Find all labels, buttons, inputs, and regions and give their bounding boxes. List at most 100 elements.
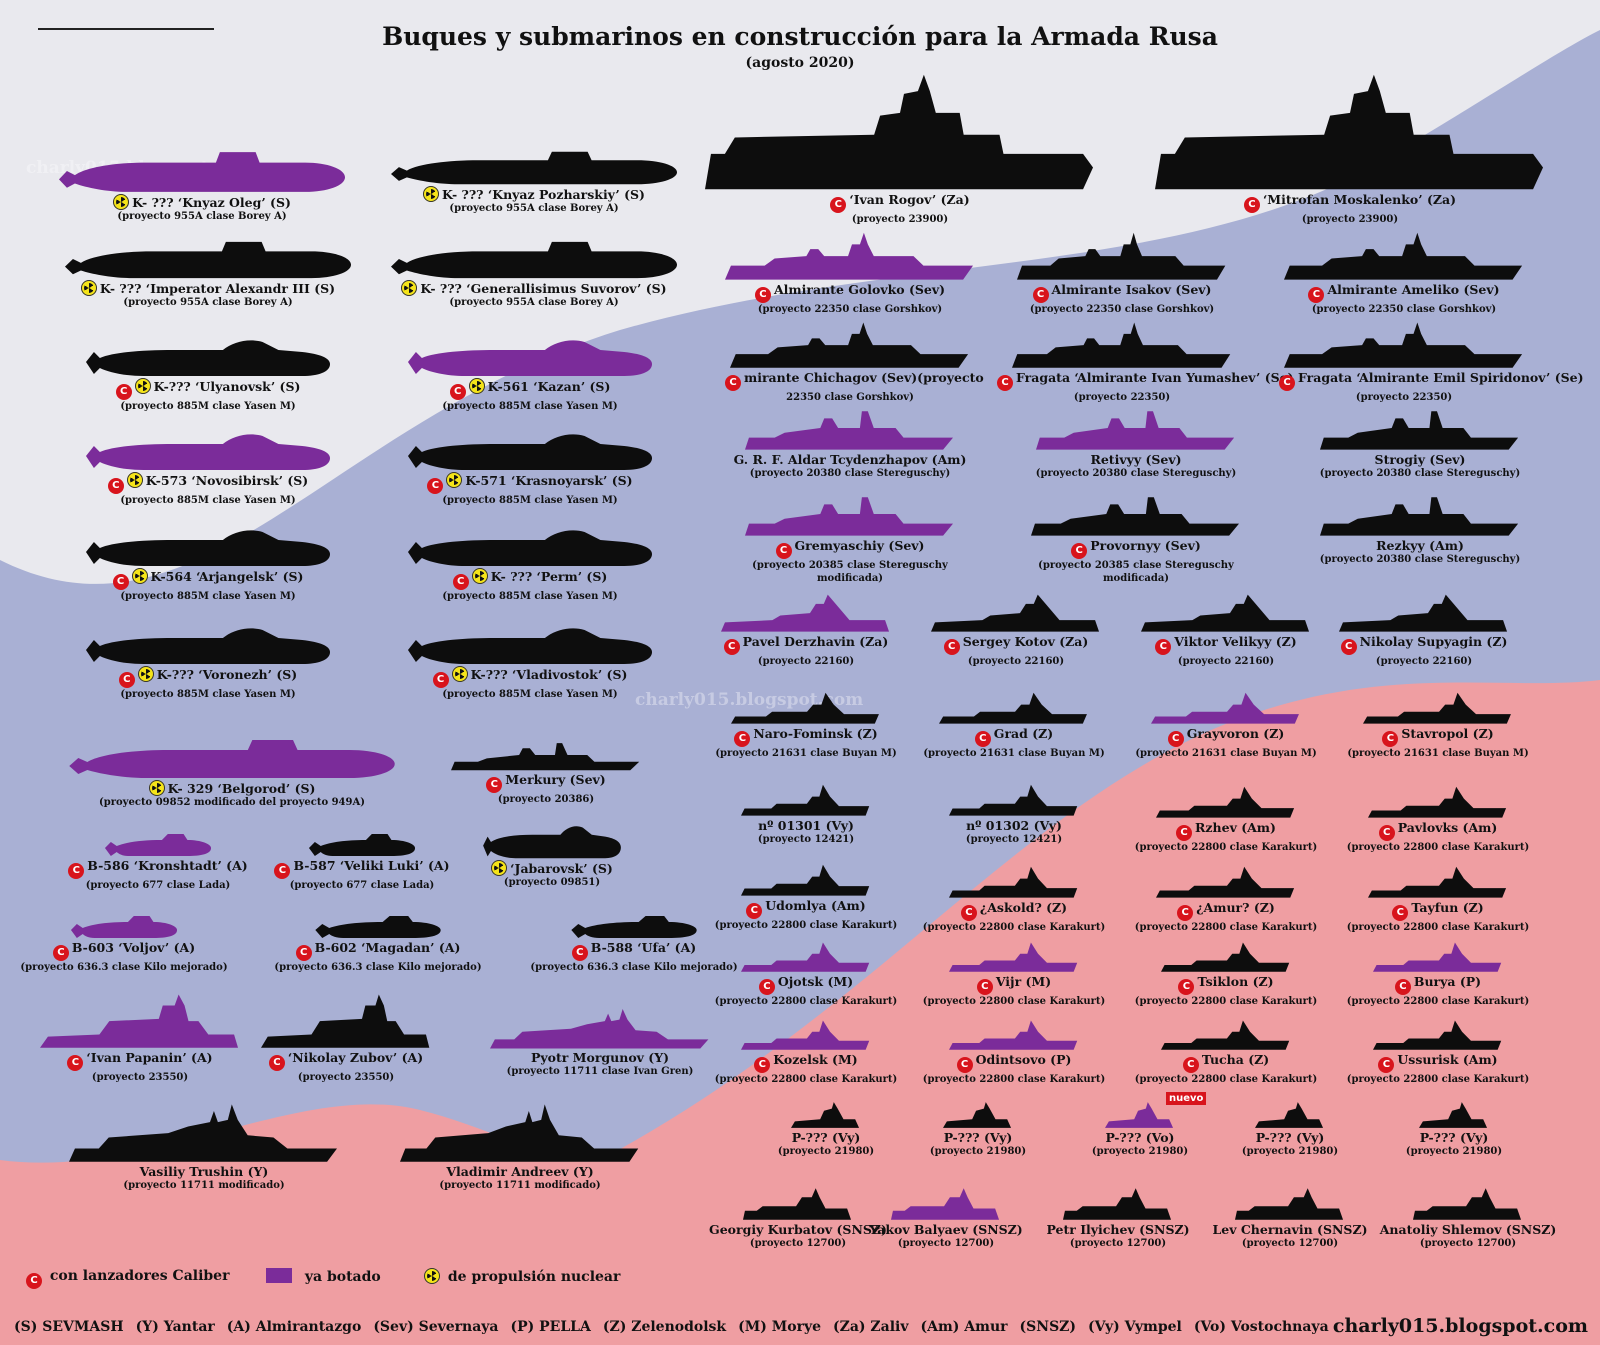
caliber-c-icon: C <box>1340 639 1357 655</box>
vessel-project: (proyecto 955A clase Borey A) <box>449 203 619 214</box>
small-ship-silhouette <box>1373 1020 1502 1050</box>
vessel-project: (proyecto 11711 modificado) <box>439 1180 601 1191</box>
vessel-name: C Almirante Golovko (Sev) <box>725 282 975 303</box>
submarine-small-silhouette <box>315 916 441 938</box>
vessel-name-text: K- ??? ‘Perm’ (S) <box>490 569 608 584</box>
caliber-c-icon: C <box>1176 825 1193 841</box>
vessel-name-text: Almirante Golovko (Sev) <box>773 282 946 297</box>
vessel-card: C Kozelsk (M) (proyecto 22800 clase Karaku… <box>681 1016 931 1086</box>
vessel-card: C Almirante Isakov (Sev) (proyecto 22350 c… <box>997 228 1247 316</box>
vessel-name-text: Vasiliy Trushin (Y) <box>139 1164 269 1179</box>
minesweeper-silhouette <box>1413 1188 1522 1220</box>
vessel-card: C B-603 ‘Voljov’ (A) (proyecto 636.3 clase… <box>0 914 249 974</box>
vessel-project: (proyecto 22350 clase Gorshkov) <box>1311 304 1497 315</box>
caliber-c-icon: C <box>1032 287 1049 303</box>
caliber-c-icon: C <box>26 1273 42 1289</box>
vessel-name-text: Pavel Derzhavin (Za) <box>742 634 889 649</box>
vessel-name: C Gremyaschiy (Sev) <box>725 538 975 559</box>
page-subtitle: (agosto 2020) <box>745 55 855 71</box>
radiation-icon <box>131 568 148 584</box>
vessel-name-text: K-??? ‘Ulyanovsk’ (S) <box>153 379 301 394</box>
vessel-name-text: Tucha (Z) <box>1201 1052 1270 1067</box>
vessel-name-text: Grayvoron (Z) <box>1186 726 1285 741</box>
vessel-name: Rezkyy (Am) <box>1295 538 1545 553</box>
shipyard-item: (Vy) Vympel <box>1088 1319 1182 1335</box>
submarine-yasen-silhouette <box>407 434 653 470</box>
vessel-project: (proyecto 21980) <box>929 1146 1027 1157</box>
frigate-silhouette <box>1012 322 1231 368</box>
legend-nuclear: de propulsión nuclear <box>424 1268 620 1285</box>
vessel-card: C Grad (Z) (proyecto 21631 clase Buyan M) <box>889 688 1139 760</box>
vessel-project: (proyecto 21631 clase Buyan M) <box>1347 748 1529 759</box>
radiation-icon <box>491 860 508 876</box>
vessel-project: (proyecto 22350 clase Gorshkov) <box>757 304 943 315</box>
small-ship-silhouette <box>1368 866 1507 898</box>
radiation-icon <box>423 186 440 202</box>
vessel-project: (proyecto 21631 clase Buyan M) <box>715 748 897 759</box>
vessel-name: K- ??? ‘Knyaz Pozharskiy’ (S) <box>389 186 679 202</box>
caliber-c-icon: C <box>758 979 775 995</box>
vessel-project: (proyecto 677 clase Lada) <box>289 880 435 891</box>
caliber-c-icon: C <box>52 945 69 961</box>
vessel-card: C Almirante Ameliko (Sev) (proyecto 22350 … <box>1279 228 1529 316</box>
shipyard-item: (Y) Yantar <box>135 1319 215 1335</box>
vessel-name: Vasiliy Trushin (Y) <box>69 1164 339 1179</box>
caliber-c-icon: C <box>295 945 312 961</box>
vessel-card: Lev Chernavin (SNSZ) (proyecto 12700) <box>1165 1186 1415 1250</box>
caliber-c-icon: C <box>1394 979 1411 995</box>
vessel-card: Vladimir Andreev (Y) (proyecto 11711 modi… <box>395 1100 645 1192</box>
small-ship-silhouette <box>741 864 870 896</box>
caliber-c-icon: C <box>452 574 469 590</box>
radiation-icon <box>137 666 154 682</box>
legend-nuclear-label: de propulsión nuclear <box>447 1269 621 1285</box>
vessel-project: (proyecto 22800 clase Karakurt) <box>922 996 1106 1007</box>
vessel-card: C B-587 ‘Veliki Luki’ (A) (proyecto 677 cl… <box>237 832 487 892</box>
vessel-name: P-??? (Vy) <box>853 1130 1103 1145</box>
frigate-silhouette <box>725 232 974 280</box>
vessel-project: (proyecto 885M clase Yasen M) <box>120 591 296 602</box>
vessel-card: C Almirante Golovko (Sev) (proyecto 22350 … <box>725 228 975 316</box>
submarine-yasen-silhouette <box>85 434 331 470</box>
vessel-project: (proyecto 22800 clase Karakurt) <box>1346 922 1530 933</box>
vessel-card: C Tayfun (Z) (proyecto 22800 clase Karakur… <box>1313 862 1563 934</box>
vessel-project: (proyecto 12421) <box>757 834 855 845</box>
vessel-card: C Fragata ‘Almirante Emil Spiridonov’ (Se… <box>1279 318 1584 404</box>
vessel-project: (proyecto 22800 clase Karakurt) <box>1134 1074 1318 1085</box>
vessel-card: C K-571 ‘Krasnoyarsk’ (S) (proyecto 885M c… <box>405 432 655 507</box>
vessel-card: C Grayvoron (Z) (proyecto 21631 clase Buya… <box>1101 688 1351 760</box>
vessel-project: (proyecto 21980) <box>1091 1146 1189 1157</box>
vessel-name-text: Grad (Z) <box>993 726 1054 741</box>
small-ship-silhouette <box>949 1020 1078 1050</box>
vessel-name-text: K-??? ‘Voronezh’ (S) <box>156 667 298 682</box>
vessel-name: C Fragata ‘Almirante Emil Spiridonov’ (Se… <box>1279 370 1584 391</box>
caliber-c-icon: C <box>830 197 847 213</box>
vessel-card: P-??? (Vo) (proyecto 21980) nuevo <box>1015 1092 1265 1158</box>
vessel-name-text: Retivyy (Sev) <box>1090 452 1182 467</box>
vessel-name-text: Fragata ‘Almirante Ivan Yumashev’ (Se) <box>1016 370 1294 385</box>
vessel-project: (proyecto 22350 clase Gorshkov) <box>1029 304 1215 315</box>
small-ship-silhouette <box>741 1020 870 1050</box>
vessel-card: C K- ??? ‘Perm’ (S) (proyecto 885M clase Y… <box>405 528 655 603</box>
vessel-card: C B-588 ‘Ufa’ (A) (proyecto 636.3 clase Ki… <box>509 914 759 974</box>
vessel-name-text: B-588 ‘Ufa’ (A) <box>590 940 697 955</box>
vessel-project: (proyecto 636.3 clase Kilo mejorado) <box>20 962 228 973</box>
vessel-card: G. R. F. Aldar Tcydenzhapov (Am) (proyect… <box>725 404 975 480</box>
minesweeper-silhouette <box>1063 1188 1172 1220</box>
small-ship-silhouette <box>1161 942 1290 972</box>
vessel-name-text: Udomlya (Am) <box>765 898 866 913</box>
submarine-yasen-silhouette <box>407 340 653 376</box>
vessel-name: G. R. F. Aldar Tcydenzhapov (Am) <box>725 452 975 467</box>
patrol-silhouette <box>1339 594 1508 632</box>
small-ship-silhouette <box>949 942 1078 972</box>
vessel-card: P-??? (Vy) (proyecto 21980) <box>853 1100 1103 1158</box>
vessel-name-text: nº 01302 (Vy) <box>966 818 1062 833</box>
caliber-c-icon: C <box>115 384 132 400</box>
small-ship-silhouette <box>741 784 870 816</box>
vessel-name-text: Anatoliy Shlemov (SNSZ) <box>1379 1222 1557 1237</box>
vessel-project: (proyecto 21980) <box>1405 1146 1503 1157</box>
vessel-name: C Sergey Kotov (Za) <box>891 634 1141 655</box>
vessel-project: (proyecto 20386) <box>497 794 595 805</box>
vessel-project: (proyecto 22350) <box>1355 392 1453 403</box>
small-ship-silhouette <box>1151 692 1299 724</box>
